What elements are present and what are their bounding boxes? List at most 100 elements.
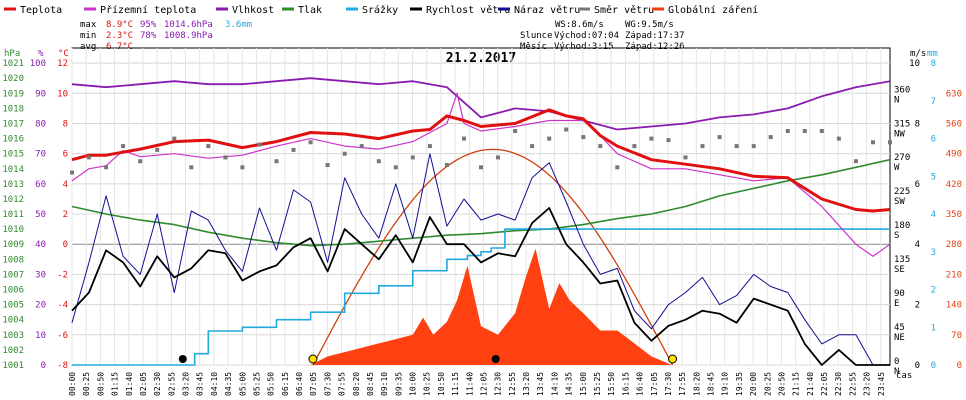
hpa-axis-tick: 1020 [2, 74, 24, 84]
x-tick-label: 15:00 [579, 372, 588, 396]
stats-pressure: 1014.6hPa [164, 20, 213, 30]
prizemni-teplota-line [71, 92, 891, 257]
legend-label: Náraz větru [514, 4, 580, 16]
tlak-line [71, 158, 891, 247]
stats-humidity: 95% [140, 20, 157, 30]
wm2-axis-tick: 70 [951, 331, 962, 341]
x-tick-label: 07:55 [338, 372, 347, 396]
radiation-fill [310, 248, 672, 365]
radiation-theoretical-line [312, 148, 674, 366]
dir-axis-name: S [894, 231, 899, 241]
hpa-axis-tick: 1009 [2, 240, 24, 250]
sun-rise-marker [308, 354, 318, 364]
degc-axis-tick: 12 [57, 59, 68, 69]
degc-axis-tick: -8 [57, 361, 68, 371]
dir-axis-tick: 135 [894, 255, 910, 265]
legend-label: Přízemní teplota [100, 4, 196, 16]
x-tick-label: 13:20 [522, 372, 531, 396]
ms-axis-tick: 4 [915, 240, 920, 250]
pct-axis-tick: 50 [35, 210, 46, 220]
hpa-axis-tick: 1016 [2, 135, 24, 145]
mm-axis-tick: 1 [931, 323, 936, 333]
wind-direction-point [70, 170, 74, 175]
wm2-axis-tick: 280 [946, 240, 962, 250]
wind-direction-point [751, 144, 756, 149]
wind-direction-point [871, 140, 875, 145]
ms-axis-tick: 2 [915, 301, 920, 311]
wm2-axis-tick: 140 [946, 301, 962, 311]
wind-direction-point [240, 165, 245, 170]
wind-direction-point [734, 144, 739, 149]
wind-direction-point [155, 147, 160, 152]
wind-direction-point [274, 159, 279, 164]
ms-axis-tick: 6 [915, 180, 920, 190]
pct-axis-tick: 0 [41, 361, 46, 371]
wind-direction-point [836, 136, 841, 141]
wm2-axis-tick: 490 [946, 150, 962, 160]
hpa-axis-tick: 1005 [2, 301, 24, 311]
wind-direction-point [427, 144, 432, 149]
pct-axis-tick: 90 [35, 89, 46, 99]
srazky-line [72, 228, 890, 366]
dir-axis-name: SE [894, 265, 905, 275]
moon-rise-marker [178, 355, 187, 363]
ms-axis-tick: 0 [915, 361, 920, 371]
hpa-axis-tick: 1010 [2, 225, 24, 235]
x-tick-label: 17:05 [650, 372, 659, 396]
x-tick-label: 01:15 [111, 372, 120, 396]
wm2-axis-tick: 350 [946, 210, 962, 220]
wind-direction-point [683, 155, 688, 160]
stats-sun-rise: Východ:07:04 [554, 31, 619, 41]
wind-direction-point [768, 135, 773, 140]
dir-axis-tick: 0 [894, 357, 899, 367]
wind-direction-point [666, 138, 671, 143]
mm-axis-label: mm [927, 49, 938, 59]
hpa-axis-tick: 1013 [2, 180, 24, 190]
degc-axis-tick: -6 [57, 331, 68, 341]
wind-direction-point [393, 165, 398, 170]
x-tick-label: 12:30 [494, 372, 503, 396]
x-tick-label: 23:45 [877, 372, 886, 396]
degc-axis-tick: 6 [63, 150, 68, 160]
hpa-axis-tick: 1021 [2, 59, 24, 69]
wind-direction-point [615, 165, 620, 170]
x-tick-label: 03:45 [196, 372, 205, 396]
pct-axis-tick: 70 [35, 150, 46, 160]
stats-rain: 3.6mm [225, 20, 252, 30]
wind-direction-point [121, 144, 126, 149]
x-tick-label: 16:15 [621, 372, 630, 396]
pct-axis-tick: 100 [30, 59, 46, 69]
stats-row-label: max [80, 20, 97, 30]
wind-direction-point [649, 136, 654, 141]
x-tick-label: 17:55 [678, 372, 687, 396]
wind-direction-point [564, 127, 569, 132]
x-tick-label: 21:15 [792, 372, 801, 396]
dir-axis-tick: 315 [894, 119, 910, 129]
ms-axis-tick: 10 [909, 59, 920, 69]
right-axes: 0N45NE90E135SE180S225SW270W315NW360N0246… [894, 49, 962, 377]
x-tick-label: 08:20 [352, 372, 361, 396]
hpa-axis-tick: 1019 [2, 89, 24, 99]
hpa-axis-tick: 1006 [2, 286, 24, 296]
wind-direction-point [104, 165, 109, 170]
chart-title: 21.2.2017 [446, 51, 516, 66]
wind-direction-points [70, 127, 892, 175]
hpa-axis-tick: 1001 [2, 361, 24, 371]
wind-direction-point [444, 163, 449, 167]
x-tick-label: 07:30 [323, 372, 332, 396]
x-tick-label: 19:35 [735, 372, 744, 396]
ms-axis-label: m/s [910, 49, 926, 59]
pct-axis-tick: 30 [35, 270, 46, 280]
degc-axis-tick: 10 [57, 89, 68, 99]
wind-direction-point [530, 144, 535, 149]
x-tick-label: 01:40 [125, 372, 134, 396]
x-tick-label: 20:25 [763, 372, 772, 396]
dir-axis-tick: 180 [894, 221, 910, 231]
wind-direction-point [819, 129, 824, 133]
hpa-axis-tick: 1015 [2, 150, 24, 160]
degc-axis-label: °C [58, 49, 69, 59]
x-tick-label: 11:15 [451, 372, 460, 396]
x-tick-label: 06:15 [281, 372, 290, 396]
hpa-axis-tick: 1012 [2, 195, 24, 205]
wind-direction-point [291, 147, 296, 152]
